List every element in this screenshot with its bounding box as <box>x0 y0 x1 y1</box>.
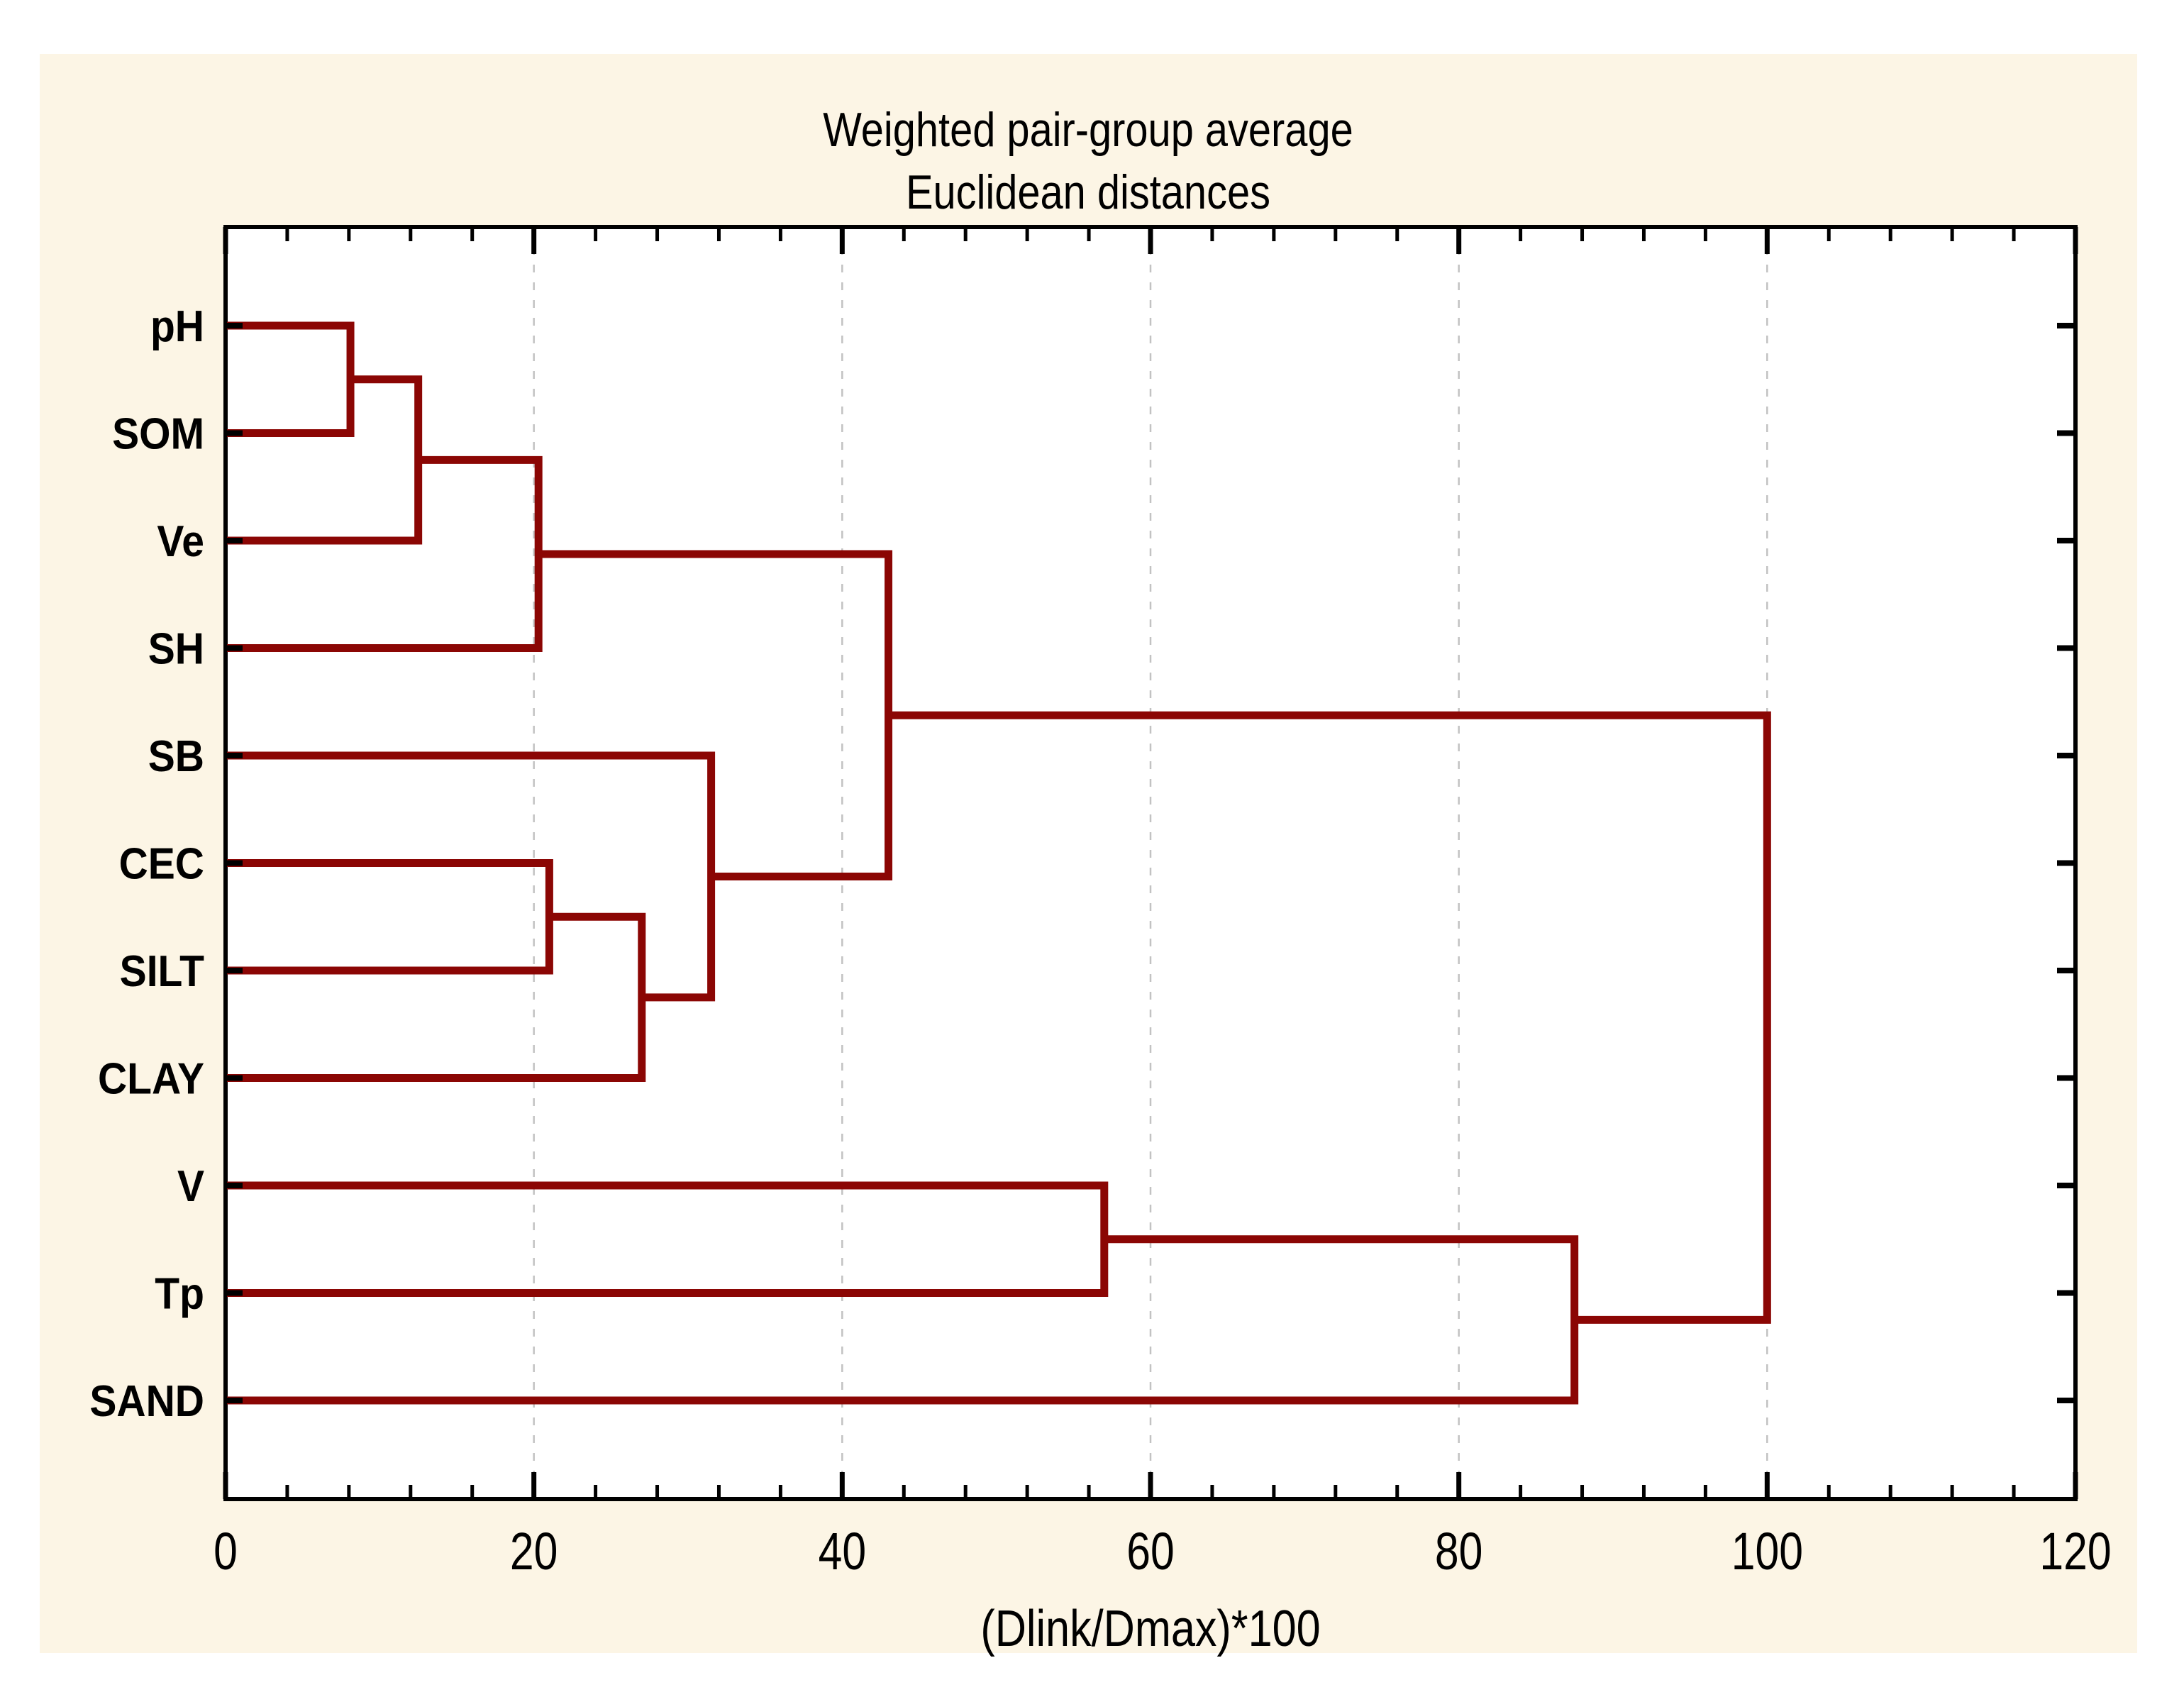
leaf-label-CEC: CEC <box>119 839 204 888</box>
leaf-label-SILT: SILT <box>120 946 204 996</box>
x-tick-label-80: 80 <box>1435 1522 1482 1581</box>
x-tick-label-100: 100 <box>1731 1522 1803 1581</box>
x-tick-labels: 0 20 40 60 80 100 120 <box>214 1522 2111 1581</box>
dendrogram-link-m10 <box>888 711 1771 1324</box>
leaf-label-Ve: Ve <box>157 516 204 566</box>
leaf-label-SB: SB <box>148 731 204 781</box>
leaf-label-SAND: SAND <box>89 1376 204 1426</box>
x-tick-label-120: 120 <box>2039 1522 2111 1581</box>
leaf-label-Tp: Tp <box>155 1268 204 1318</box>
leaf-label-pH: pH <box>150 302 204 351</box>
dendrogram-link-m7 <box>538 550 893 880</box>
x-axis-title: (Dlink/Dmax)*100 <box>980 1601 1320 1657</box>
leaf-label-SH: SH <box>148 624 204 673</box>
chart-title-line1: Weighted pair-group average <box>823 104 1353 157</box>
chart-title-line2: Euclidean distances <box>906 166 1270 219</box>
plot-layer <box>223 225 2078 1501</box>
leaf-label-SOM: SOM <box>112 409 204 458</box>
leaf-label-V: V <box>177 1161 204 1211</box>
x-tick-label-0: 0 <box>214 1522 238 1581</box>
leaf-label-CLAY: CLAY <box>98 1054 204 1103</box>
leaf-labels: pH SOM Ve SH SB CEC SILT CLAY V Tp SAND <box>89 302 204 1426</box>
x-tick-label-60: 60 <box>1126 1522 1174 1581</box>
x-tick-label-20: 20 <box>510 1522 558 1581</box>
x-tick-label-40: 40 <box>819 1522 866 1581</box>
